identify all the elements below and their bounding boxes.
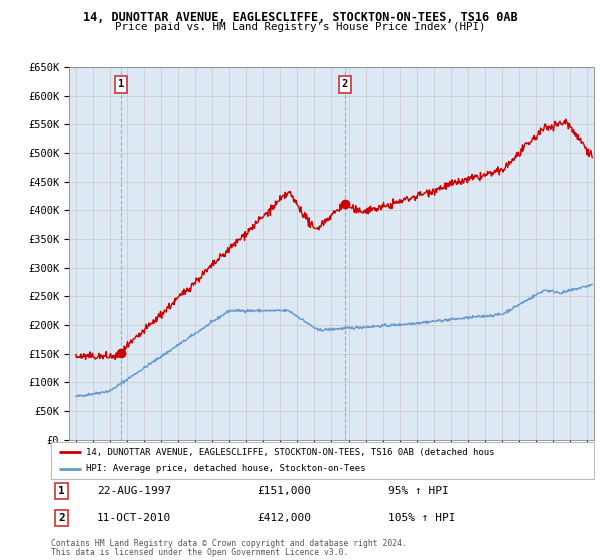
Text: 1: 1 <box>118 80 124 90</box>
Text: 14, DUNOTTAR AVENUE, EAGLESCLIFFE, STOCKTON-ON-TEES, TS16 0AB: 14, DUNOTTAR AVENUE, EAGLESCLIFFE, STOCK… <box>83 11 517 24</box>
Text: This data is licensed under the Open Government Licence v3.0.: This data is licensed under the Open Gov… <box>51 548 349 557</box>
Text: 2: 2 <box>58 514 65 524</box>
Text: £412,000: £412,000 <box>257 514 311 524</box>
Text: Price paid vs. HM Land Registry's House Price Index (HPI): Price paid vs. HM Land Registry's House … <box>115 22 485 32</box>
Text: 1: 1 <box>58 486 65 496</box>
Text: £151,000: £151,000 <box>257 486 311 496</box>
Text: 105% ↑ HPI: 105% ↑ HPI <box>388 514 455 524</box>
Text: HPI: Average price, detached house, Stockton-on-Tees: HPI: Average price, detached house, Stoc… <box>86 464 366 473</box>
Text: 2: 2 <box>342 80 348 90</box>
Text: Contains HM Land Registry data © Crown copyright and database right 2024.: Contains HM Land Registry data © Crown c… <box>51 539 407 548</box>
Text: 95% ↑ HPI: 95% ↑ HPI <box>388 486 448 496</box>
Text: 14, DUNOTTAR AVENUE, EAGLESCLIFFE, STOCKTON-ON-TEES, TS16 0AB (detached hous: 14, DUNOTTAR AVENUE, EAGLESCLIFFE, STOCK… <box>86 448 495 457</box>
Text: 11-OCT-2010: 11-OCT-2010 <box>97 514 172 524</box>
Text: 22-AUG-1997: 22-AUG-1997 <box>97 486 172 496</box>
